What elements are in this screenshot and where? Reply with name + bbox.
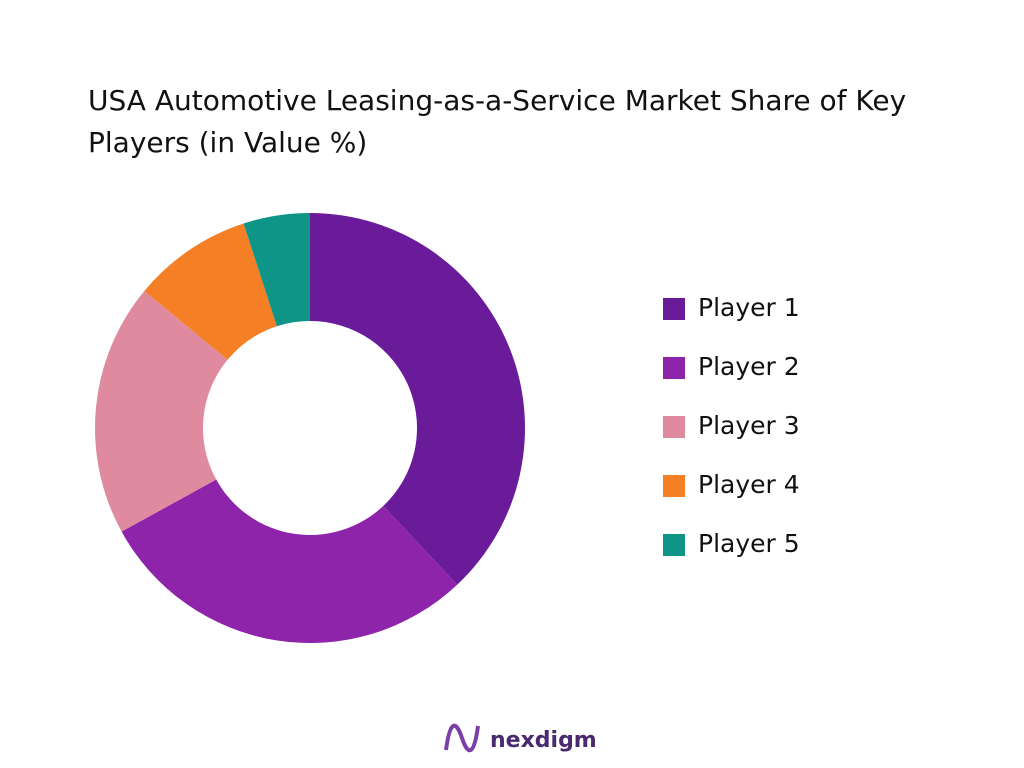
donut-slice (243, 213, 310, 327)
legend-swatch (663, 534, 685, 556)
donut-slice (121, 479, 458, 643)
legend-swatch (663, 416, 685, 438)
brand-icon (444, 723, 480, 753)
legend-label: Player 4 (698, 470, 800, 499)
donut-slice (310, 213, 526, 585)
legend-label: Player 2 (698, 352, 800, 381)
legend-label: Player 1 (698, 293, 800, 322)
donut-slice (95, 290, 228, 532)
chart-title: USA Automotive Leasing-as-a-Service Mark… (88, 84, 907, 159)
legend-swatch (663, 357, 685, 379)
brand-name: nexdigm (490, 728, 597, 753)
brand-logo (444, 723, 480, 753)
legend-swatch (663, 475, 685, 497)
legend-label: Player 5 (698, 529, 800, 558)
legend-swatch (663, 298, 685, 320)
donut-slice (144, 223, 277, 360)
legend-label: Player 3 (698, 411, 800, 440)
